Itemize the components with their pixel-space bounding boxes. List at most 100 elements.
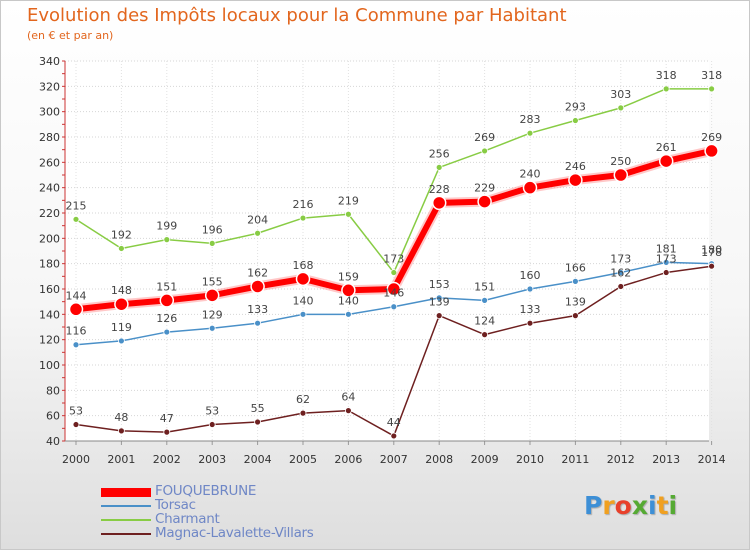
y-tick-label: 340 xyxy=(39,55,60,68)
data-point-fouquebrune xyxy=(114,296,129,312)
data-point-charmant xyxy=(435,163,443,171)
data-label-charmant: 269 xyxy=(474,131,495,144)
data-point-charmant xyxy=(299,214,307,222)
logo-letter: r xyxy=(602,491,615,520)
data-label-fouquebrune: 168 xyxy=(293,259,314,272)
data-label-magnac-lavalette-villars: 48 xyxy=(114,411,128,424)
legend-label: FOUQUEBRUNE xyxy=(155,483,257,499)
data-label-fouquebrune: 162 xyxy=(247,266,268,279)
data-label-fouquebrune: 269 xyxy=(701,131,722,144)
data-label-magnac-lavalette-villars: 53 xyxy=(205,405,219,418)
data-point-magnac-lavalette-villars xyxy=(72,421,80,428)
data-point-charmant xyxy=(163,236,171,244)
proxiti-logo: Proxiti xyxy=(584,491,677,520)
legend-item-magnac-lavalette-villars: Magnac-Lavalette-Villars xyxy=(101,525,361,541)
data-label-fouquebrune: 144 xyxy=(66,289,87,302)
data-label-charmant: 199 xyxy=(156,220,177,233)
x-tick-label: 2000 xyxy=(62,453,90,466)
y-tick-label: 220 xyxy=(39,207,60,220)
data-point-torsac xyxy=(72,341,80,349)
data-point-torsac xyxy=(526,285,534,293)
data-point-magnac-lavalette-villars xyxy=(481,331,489,339)
data-label-torsac: 180 xyxy=(701,244,722,257)
data-label-torsac: 133 xyxy=(247,303,268,316)
data-label-torsac: 116 xyxy=(66,325,87,338)
x-tick-label: 2004 xyxy=(244,453,272,466)
y-tick-label: 200 xyxy=(39,232,60,245)
data-label-fouquebrune: 159 xyxy=(338,270,359,283)
logo-letter: x xyxy=(631,491,648,520)
data-point-torsac xyxy=(662,258,670,266)
data-point-torsac xyxy=(163,328,171,336)
data-label-charmant: 318 xyxy=(701,69,722,82)
y-tick-label: 80 xyxy=(46,384,60,397)
legend-swatch xyxy=(101,487,151,497)
data-point-torsac xyxy=(481,296,489,304)
data-point-fouquebrune xyxy=(704,143,719,159)
data-label-fouquebrune: 155 xyxy=(202,275,223,288)
data-label-magnac-lavalette-villars: 64 xyxy=(341,391,355,404)
data-point-charmant xyxy=(72,215,80,223)
logo-letter: o xyxy=(614,491,632,520)
legend-swatch xyxy=(101,533,151,535)
data-point-torsac xyxy=(390,303,398,311)
data-point-magnac-lavalette-villars xyxy=(344,407,352,415)
data-label-magnac-lavalette-villars: 124 xyxy=(474,315,495,328)
data-label-fouquebrune: 151 xyxy=(156,280,177,293)
data-label-charmant: 283 xyxy=(520,113,541,126)
x-tick-label: 2010 xyxy=(516,453,544,466)
data-point-torsac xyxy=(572,277,579,285)
data-point-fouquebrune xyxy=(613,167,629,183)
data-label-magnac-lavalette-villars: 44 xyxy=(387,416,401,429)
data-point-charmant xyxy=(208,239,216,247)
data-label-magnac-lavalette-villars: 47 xyxy=(160,412,174,425)
data-point-torsac xyxy=(617,269,625,276)
logo-letter: P xyxy=(584,491,603,520)
data-label-charmant: 192 xyxy=(111,228,132,241)
legend-swatch xyxy=(101,505,151,507)
y-tick-label: 140 xyxy=(39,308,60,321)
data-label-charmant: 318 xyxy=(656,69,677,82)
y-tick-label: 40 xyxy=(46,435,60,448)
x-tick-label: 2002 xyxy=(153,453,181,466)
data-point-magnac-lavalette-villars xyxy=(435,312,443,320)
data-point-charmant xyxy=(662,85,670,93)
data-point-magnac-lavalette-villars xyxy=(708,262,715,270)
y-tick-label: 260 xyxy=(39,156,60,169)
data-point-fouquebrune xyxy=(386,281,402,297)
chart-subtitle: (en € et par an) xyxy=(27,29,114,42)
data-point-magnac-lavalette-villars xyxy=(163,428,171,436)
data-label-charmant: 303 xyxy=(610,88,631,101)
x-tick-label: 2006 xyxy=(334,453,362,466)
data-point-magnac-lavalette-villars xyxy=(572,312,579,320)
y-tick-label: 180 xyxy=(39,258,60,271)
logo-letter: i xyxy=(668,491,678,520)
data-point-magnac-lavalette-villars xyxy=(526,319,534,327)
data-label-torsac: 181 xyxy=(656,242,677,255)
data-label-charmant: 196 xyxy=(202,223,223,236)
legend-label: Charmant xyxy=(155,511,220,527)
legend-swatch xyxy=(101,519,151,521)
data-point-fouquebrune xyxy=(477,194,492,209)
data-point-fouquebrune xyxy=(204,288,220,303)
data-label-charmant: 215 xyxy=(66,199,87,212)
data-label-torsac: 140 xyxy=(338,294,359,307)
y-tick-label: 300 xyxy=(39,106,60,119)
data-label-magnac-lavalette-villars: 53 xyxy=(69,405,83,418)
data-point-magnac-lavalette-villars xyxy=(208,421,216,428)
y-tick-label: 100 xyxy=(39,359,60,372)
data-label-torsac: 166 xyxy=(565,261,586,274)
x-tick-label: 2003 xyxy=(198,453,226,466)
data-label-magnac-lavalette-villars: 178 xyxy=(701,246,722,259)
data-point-fouquebrune xyxy=(295,271,311,287)
legend-label: Magnac-Lavalette-Villars xyxy=(155,525,314,541)
data-label-torsac: 173 xyxy=(610,253,631,266)
data-point-charmant xyxy=(708,85,715,93)
y-tick-label: 120 xyxy=(39,334,60,347)
data-label-magnac-lavalette-villars: 55 xyxy=(251,402,265,415)
logo-letter: i xyxy=(648,491,657,520)
legend-item-fouquebrune: FOUQUEBRUNE xyxy=(101,483,361,499)
data-point-fouquebrune xyxy=(250,279,265,294)
data-point-torsac xyxy=(435,294,443,302)
data-label-torsac: 126 xyxy=(156,312,177,325)
